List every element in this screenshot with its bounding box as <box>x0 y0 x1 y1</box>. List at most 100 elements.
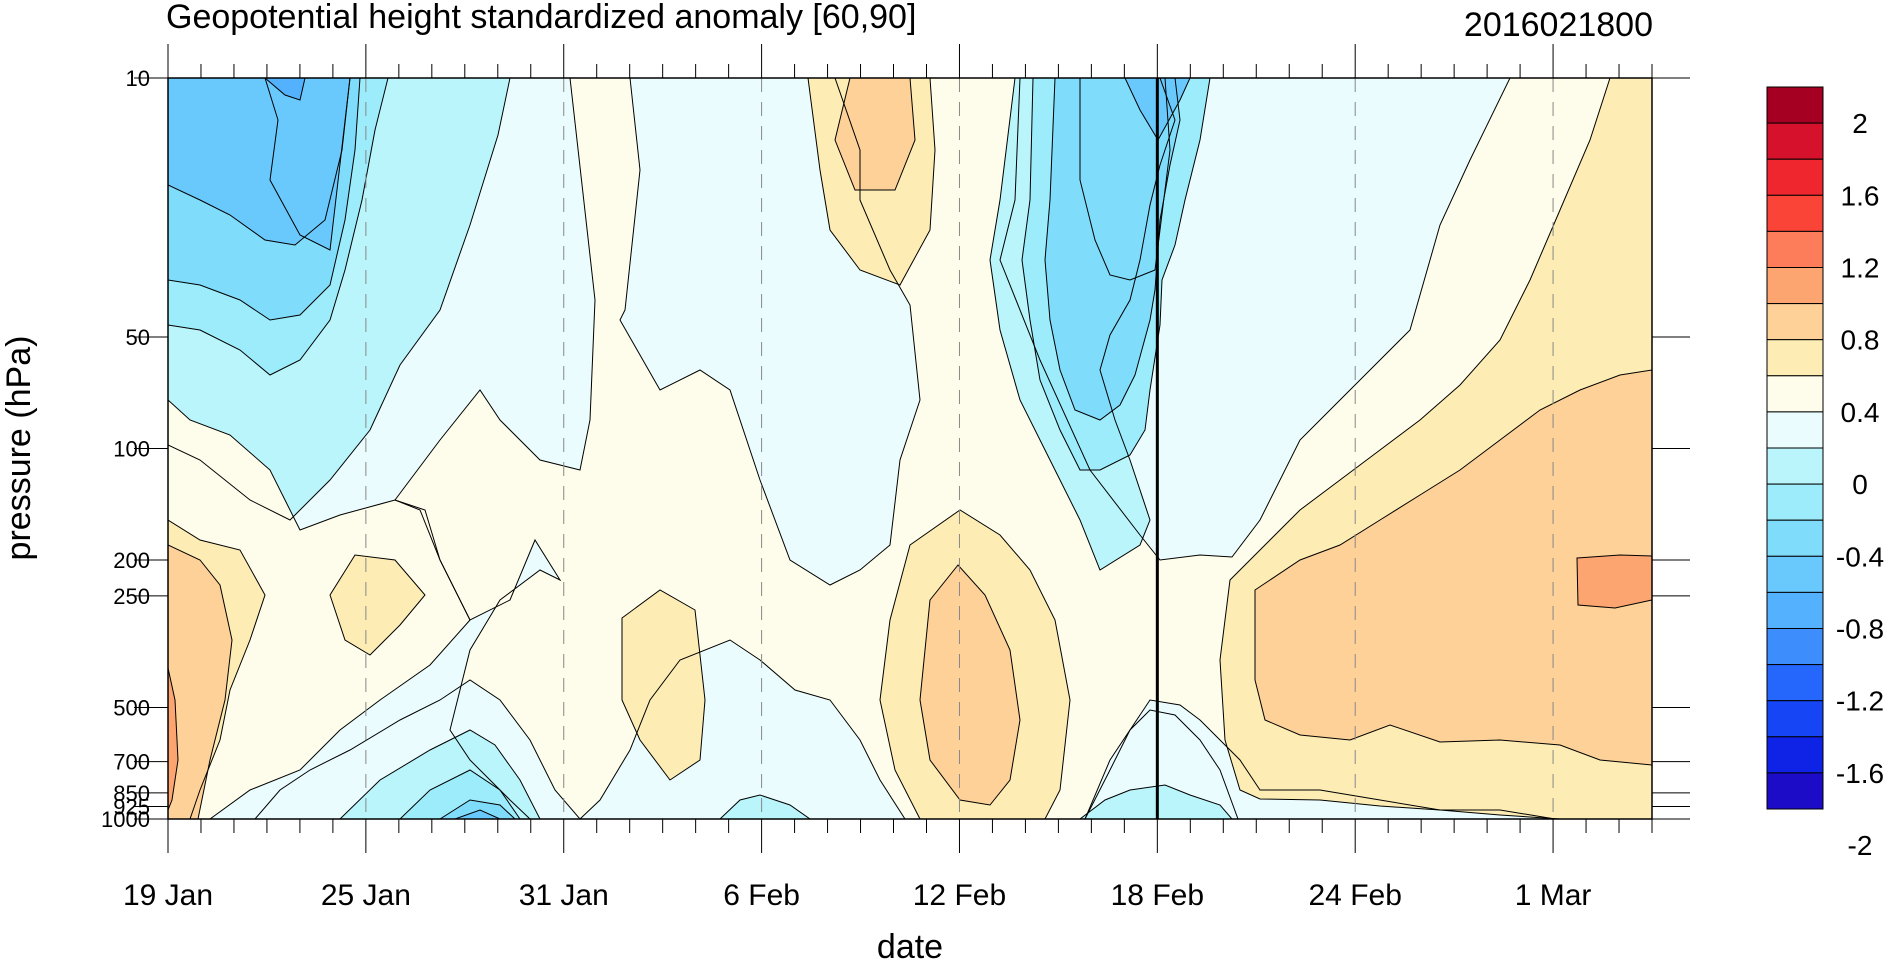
contour-line <box>168 544 233 819</box>
colorbar-label: -0.4 <box>1836 541 1884 572</box>
x-tick-label: 1 Mar <box>1515 879 1592 912</box>
contour-line <box>168 78 351 251</box>
y-tick-label: 850 <box>113 781 150 806</box>
chart-title: Geopotential height standardized anomaly… <box>166 0 916 36</box>
x-axis: 19 Jan 25 Jan 31 Jan 6 Feb 12 Feb 18 Feb 24 Fe… <box>123 44 1653 912</box>
contour-line <box>1219 78 1652 819</box>
y-tick-label: 925 <box>113 794 150 819</box>
colorbar-label: -1.2 <box>1836 686 1884 717</box>
colorbar: 2 1.6 1.2 0.8 0.4 0 -0.4 -0.8 -1.2 -1.6 -2 <box>1766 86 1884 861</box>
y-tick-label: 700 <box>113 750 150 775</box>
colorbar-swatch <box>1766 447 1824 485</box>
colorbar-swatch <box>1766 628 1824 666</box>
contour-line <box>394 78 1652 819</box>
colorbar-label: 1.6 <box>1841 180 1880 211</box>
colorbar-swatch <box>1766 736 1824 774</box>
contour-line <box>399 769 521 819</box>
contour-line <box>621 589 706 781</box>
colorbar-swatch <box>1766 483 1824 521</box>
contour-line <box>1576 554 1652 609</box>
x-tick-label: 6 Feb <box>723 879 800 912</box>
x-axis-label: date <box>877 928 943 963</box>
contour-line <box>1124 78 1191 142</box>
x-tick-label: 19 Jan <box>123 879 213 912</box>
colorbar-swatch <box>1766 86 1824 124</box>
contour-line <box>264 78 306 101</box>
contour-region <box>920 565 1020 805</box>
contour-line <box>329 554 426 656</box>
contour-line-layer <box>168 78 1652 819</box>
colorbar-swatch <box>1766 772 1824 810</box>
contour-line <box>919 564 1021 806</box>
contour-line <box>339 729 541 819</box>
colorbar-label: -1.6 <box>1836 758 1884 789</box>
x-tick-label: 12 Feb <box>913 879 1006 912</box>
contour-region <box>622 590 705 780</box>
contour-region <box>168 78 350 250</box>
y-tick-label: 1000 <box>101 807 150 832</box>
contour-line <box>1044 78 1181 421</box>
x-tick-label: 25 Jan <box>321 879 411 912</box>
contour-region <box>330 555 425 655</box>
colorbar-label: -0.8 <box>1836 614 1884 645</box>
colorbar-label: 2 <box>1852 108 1868 139</box>
contour-region <box>1085 710 1238 819</box>
x-tick-label: 24 Feb <box>1308 879 1401 912</box>
contour-line <box>168 78 511 521</box>
contour-line <box>1084 709 1239 819</box>
colorbar-swatch <box>1766 230 1824 268</box>
colorbar-swatch <box>1766 122 1824 160</box>
y-tick-label: 10 <box>126 66 150 91</box>
colorbar-label: -2 <box>1848 830 1873 861</box>
contour-line <box>454 809 501 819</box>
colorbar-swatch <box>1766 555 1824 593</box>
colorbar-swatch <box>1766 267 1824 305</box>
y-tick-label: 500 <box>113 695 150 720</box>
contour-line <box>168 78 361 321</box>
colorbar-swatch <box>1766 158 1824 196</box>
contour-region <box>835 78 915 190</box>
colorbar-swatch <box>1766 411 1824 449</box>
colorbar-swatch <box>1766 194 1824 232</box>
y-tick-label: 200 <box>113 548 150 573</box>
contour-line <box>834 78 916 191</box>
colorbar-swatch <box>1766 700 1824 738</box>
contour-region <box>168 400 470 819</box>
contour-line <box>254 679 581 819</box>
chart-date-label: 2016021800 <box>1464 6 1653 44</box>
colorbar-label: 1.2 <box>1841 253 1880 284</box>
contour-line <box>879 509 1071 819</box>
colorbar-swatch <box>1766 339 1824 377</box>
contour-region <box>1577 555 1652 608</box>
contour-line <box>439 799 516 819</box>
colorbar-swatch <box>1766 375 1824 413</box>
colorbar-label: 0.8 <box>1841 325 1880 356</box>
contour-line <box>807 78 936 286</box>
colorbar-swatch <box>1766 519 1824 557</box>
contour-line <box>168 519 266 819</box>
colorbar-swatch <box>1766 303 1824 341</box>
y-tick-label: 250 <box>113 584 150 609</box>
contour-line <box>168 667 179 811</box>
y-tick-label: 100 <box>113 437 150 462</box>
contour-region <box>168 545 232 819</box>
x-tick-label: 31 Jan <box>519 879 609 912</box>
contour-region <box>720 795 810 819</box>
colorbar-label: 0 <box>1852 469 1868 500</box>
contour-region <box>265 78 305 100</box>
y-axis-label: pressure (hPa) <box>0 336 38 561</box>
colorbar-swatch <box>1766 591 1824 630</box>
contour-region <box>1080 78 1170 280</box>
contour-line <box>1079 78 1171 281</box>
colorbar-swatch <box>1766 664 1824 702</box>
contour-line <box>1079 784 1233 819</box>
contour-fill-layer <box>168 78 1652 819</box>
contour-line <box>1021 78 1211 471</box>
contour-line <box>719 794 811 819</box>
x-tick-label: 18 Feb <box>1111 879 1204 912</box>
y-tick-label: 50 <box>126 325 150 350</box>
contour-line <box>168 78 389 376</box>
contour-line <box>1254 369 1652 766</box>
